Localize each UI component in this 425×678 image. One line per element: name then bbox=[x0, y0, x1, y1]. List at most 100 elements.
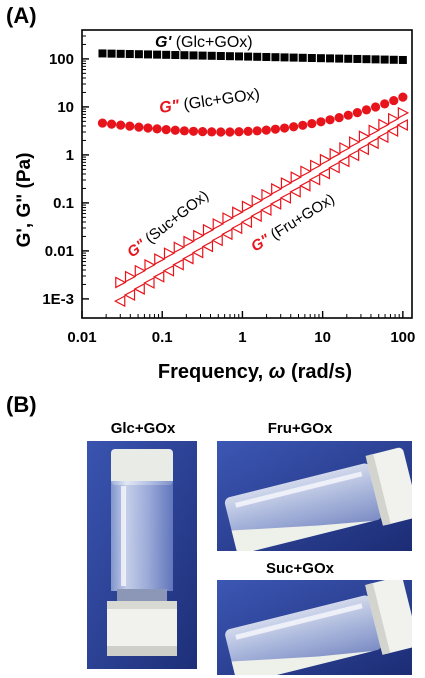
data-point bbox=[225, 52, 234, 61]
data-point bbox=[125, 50, 134, 59]
data-point bbox=[316, 54, 325, 63]
data-point bbox=[289, 53, 298, 62]
data-point bbox=[216, 52, 225, 61]
data-point bbox=[172, 258, 184, 271]
data-point bbox=[230, 222, 243, 235]
data-point bbox=[261, 125, 271, 135]
data-point bbox=[115, 276, 127, 289]
data-point bbox=[134, 122, 144, 132]
data-point bbox=[216, 127, 226, 137]
data-point bbox=[240, 216, 253, 229]
data-point bbox=[180, 51, 189, 60]
data-point bbox=[299, 179, 311, 192]
rheology-chart: 0.01 0.1 1 10 100 1E-3 0.01 0.1 1 10 100 G' (Glc+G… bbox=[14, 29, 415, 383]
data-point bbox=[271, 182, 283, 195]
data-point bbox=[183, 235, 195, 248]
data-point bbox=[339, 141, 351, 154]
x-tick-label: 0.01 bbox=[67, 329, 96, 346]
data-point bbox=[300, 165, 312, 178]
data-point bbox=[298, 53, 307, 62]
data-point bbox=[368, 124, 380, 137]
y-tick-label: 100 bbox=[49, 51, 74, 68]
x-axis-label-unit: (rad/s) bbox=[285, 361, 352, 383]
data-point bbox=[269, 197, 282, 210]
data-point bbox=[116, 120, 126, 130]
data-point bbox=[202, 223, 215, 236]
data-point bbox=[189, 51, 198, 60]
data-point bbox=[253, 52, 262, 61]
x-tick-label: 100 bbox=[390, 329, 415, 346]
x-axis-label: Frequency, ω (rad/s) bbox=[158, 361, 352, 383]
data-point bbox=[134, 50, 143, 59]
data-point bbox=[318, 167, 331, 180]
annotation-ann_gprime: G' (Glc+GOx) bbox=[155, 34, 253, 51]
data-point bbox=[349, 136, 361, 149]
data-point bbox=[325, 115, 335, 125]
data-point bbox=[188, 126, 199, 136]
data-point bbox=[179, 126, 189, 136]
gel-plug bbox=[111, 449, 173, 485]
series-gprime_glc bbox=[98, 49, 407, 64]
data-point bbox=[371, 55, 380, 64]
annotation-ann_glc: G" (Glc+GOx) bbox=[158, 86, 261, 117]
data-point bbox=[380, 99, 390, 109]
data-point bbox=[308, 173, 321, 186]
data-point bbox=[261, 188, 273, 201]
data-point bbox=[152, 270, 165, 283]
data-point bbox=[352, 108, 362, 118]
chart-series bbox=[97, 49, 410, 308]
data-point bbox=[221, 228, 233, 241]
data-point bbox=[262, 52, 271, 61]
data-point bbox=[198, 127, 208, 137]
vial-glass bbox=[111, 481, 173, 591]
x-axis-label-symbol: ω bbox=[269, 361, 286, 383]
chart-annotations: G' (Glc+GOx)G" (Glc+GOx)G" (Suc+GOx) G" (… bbox=[124, 34, 338, 261]
data-point bbox=[241, 200, 254, 213]
fru-sol-photo bbox=[217, 441, 412, 551]
data-point bbox=[280, 177, 293, 190]
data-point bbox=[386, 125, 399, 138]
y-tick-label: 0.1 bbox=[53, 195, 74, 212]
data-point bbox=[252, 126, 262, 136]
data-point bbox=[251, 194, 263, 207]
data-point bbox=[171, 51, 180, 60]
data-point bbox=[191, 246, 204, 259]
data-point bbox=[260, 204, 272, 216]
glc-photo-label: Glc+GOx bbox=[110, 420, 176, 437]
data-point bbox=[143, 50, 152, 59]
y-tick-label: 1 bbox=[66, 147, 74, 164]
data-point bbox=[182, 252, 194, 265]
series-gdouble_suc bbox=[115, 106, 410, 289]
data-point bbox=[270, 124, 281, 134]
data-point bbox=[232, 206, 244, 219]
data-point bbox=[170, 125, 180, 135]
data-point bbox=[328, 161, 340, 174]
data-point bbox=[347, 149, 360, 162]
liquid bbox=[231, 650, 374, 675]
data-point bbox=[319, 153, 332, 166]
data-point bbox=[343, 110, 353, 120]
data-point bbox=[207, 51, 216, 60]
data-point bbox=[380, 55, 389, 64]
suc-sol-photo bbox=[217, 580, 412, 675]
x-axis-label-main: Frequency, bbox=[158, 361, 269, 383]
data-point bbox=[243, 126, 253, 136]
fru-photo-label: Fru+GOx bbox=[267, 420, 333, 437]
data-point bbox=[280, 53, 289, 62]
x-tick-label: 0.1 bbox=[152, 329, 173, 346]
data-point bbox=[125, 121, 135, 131]
vial-cap bbox=[107, 601, 177, 656]
data-point bbox=[250, 210, 262, 223]
data-point bbox=[367, 137, 379, 150]
data-point bbox=[161, 124, 171, 135]
data-point bbox=[389, 55, 398, 64]
data-point bbox=[396, 118, 408, 131]
data-point bbox=[124, 270, 137, 283]
x-tick-label: 10 bbox=[314, 329, 331, 346]
data-point bbox=[344, 54, 353, 63]
data-point bbox=[133, 282, 145, 295]
data-point bbox=[338, 155, 350, 168]
data-point bbox=[222, 212, 234, 225]
chart-axes: 0.01 0.1 1 10 100 1E-3 0.01 0.1 1 10 100 bbox=[42, 29, 415, 346]
data-point bbox=[211, 234, 223, 247]
